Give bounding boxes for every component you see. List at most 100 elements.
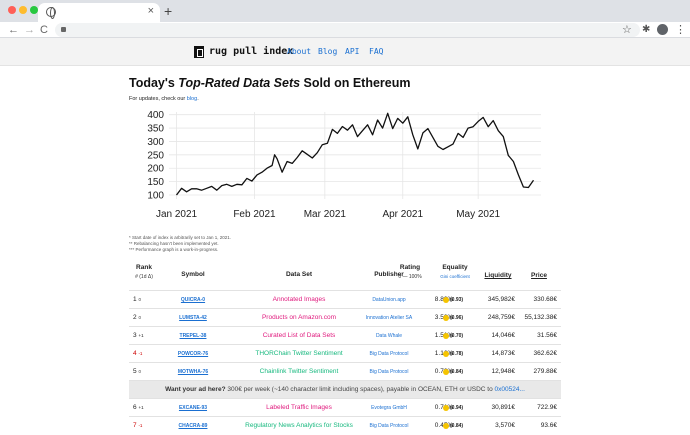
ad-banner: Want your ad here? 300€ per week (~140 c… xyxy=(129,380,561,398)
bookmark-star-icon[interactable]: ☆ xyxy=(622,24,632,36)
price-value: 330.68€ xyxy=(533,296,558,303)
nav-blog[interactable]: Blog xyxy=(318,47,338,56)
rank-number: 3 xyxy=(133,332,137,339)
rank-cell: 2 0 xyxy=(133,309,141,327)
dataset-link[interactable]: Chainlink Twitter Sentiment xyxy=(259,368,339,375)
dataset-link[interactable]: Products on Amazon.com xyxy=(261,314,337,321)
gini-value: (0.78) xyxy=(450,351,464,357)
gini-coefficient-link[interactable]: Gini coefficient xyxy=(440,274,470,279)
dataset-link[interactable]: THORChain Twitter Sentiment xyxy=(255,350,343,357)
tab-close-icon[interactable]: × xyxy=(147,5,154,17)
ad-address-link[interactable]: 0x00524... xyxy=(494,386,525,393)
rank-delta: +1 xyxy=(138,405,144,410)
rank-number: 7 xyxy=(133,422,137,429)
blog-link[interactable]: blog xyxy=(186,96,198,102)
maximize-window-button[interactable] xyxy=(30,6,38,14)
rank-delta: -1 xyxy=(138,351,143,356)
symbol-link[interactable]: EXCANE-93 xyxy=(178,405,208,411)
price-value: 279.88€ xyxy=(533,368,558,375)
address-bar[interactable] xyxy=(55,23,640,37)
title-prefix: Today's xyxy=(129,76,179,90)
price-value: 31.56€ xyxy=(537,332,557,339)
forward-arrow-icon[interactable]: → xyxy=(24,24,35,36)
new-tab-button[interactable]: + xyxy=(164,3,173,19)
publisher-link[interactable]: DataUnion.app xyxy=(372,297,406,303)
nav-about[interactable]: About xyxy=(287,47,312,56)
series-line xyxy=(175,112,535,196)
symbol-link[interactable]: LUMSTA-42 xyxy=(179,315,207,321)
chart-grid xyxy=(169,112,541,199)
y-tick-label: 350 xyxy=(147,124,164,135)
publisher-link[interactable]: Big Data Protocol xyxy=(369,423,409,429)
rank-number: 2 xyxy=(133,314,137,321)
rank-delta: 0 xyxy=(138,369,141,374)
smiley-face-icon xyxy=(443,404,449,411)
y-tick-label: 100 xyxy=(147,190,164,201)
browser-tab-strip: × + xyxy=(0,0,690,22)
title-suffix: Sold on Ethereum xyxy=(300,76,411,90)
publisher-link[interactable]: Big Data Protocol xyxy=(369,369,409,375)
updates-note: For updates, check our blog. xyxy=(129,96,199,102)
ad-text: 300€ per week (~140 character limit incl… xyxy=(225,386,495,393)
extensions-puzzle-icon[interactable]: ✱ xyxy=(642,24,651,35)
footnote-3: *** Performance graph is a work-in-progr… xyxy=(129,247,219,252)
symbol-link[interactable]: POWCOR-76 xyxy=(177,351,209,357)
price-value: 722.9€ xyxy=(537,404,557,411)
dataset-link[interactable]: Labeled Traffic Images xyxy=(266,404,332,411)
nav-api[interactable]: API xyxy=(345,47,360,56)
publisher-link[interactable]: Big Data Protocol xyxy=(369,351,409,357)
liquidity-value: 12,948€ xyxy=(491,368,516,375)
minimize-window-button[interactable] xyxy=(19,6,27,14)
header-rank: Rank # (1d Δ) xyxy=(131,264,157,280)
header-liquidity[interactable]: Liquidity xyxy=(484,272,512,279)
profile-avatar[interactable] xyxy=(657,24,668,35)
close-window-button[interactable] xyxy=(8,6,16,14)
publisher-link[interactable]: Data Whale xyxy=(375,333,403,339)
liquidity-value: 14,873€ xyxy=(491,350,516,357)
symbol-link[interactable]: QUICRA-0 xyxy=(180,297,206,303)
smiley-face-icon xyxy=(443,422,449,429)
smiley-face-icon xyxy=(443,314,449,321)
x-tick-label: Apr 2021 xyxy=(382,209,423,220)
publisher-link[interactable]: Evotegra GmbH xyxy=(371,405,407,411)
equality-cell: (0.70) xyxy=(443,327,483,345)
dataset-link[interactable]: Curated List of Data Sets xyxy=(262,332,336,339)
rank-delta: +1 xyxy=(138,333,144,338)
lock-icon xyxy=(61,27,66,32)
updates-text: For updates, check our xyxy=(129,96,187,102)
nav-faq[interactable]: FAQ xyxy=(369,47,384,56)
rank-number: 4 xyxy=(133,350,137,357)
symbol-link[interactable]: CHACRA-89 xyxy=(178,423,208,429)
publisher-link[interactable]: Innovation Atelier SA xyxy=(365,315,413,321)
back-arrow-icon[interactable]: ← xyxy=(8,24,19,36)
reload-icon[interactable]: C xyxy=(40,24,48,36)
rank-cell: 7 -1 xyxy=(133,417,142,435)
equality-cell: (0.96) xyxy=(443,309,483,327)
gini-value: (0.94) xyxy=(450,405,464,411)
rank-number: 6 xyxy=(133,404,137,411)
header-price[interactable]: Price xyxy=(531,272,547,279)
equality-cell: (0.94) xyxy=(443,399,483,417)
rank-delta: -1 xyxy=(138,423,143,428)
smiley-face-icon xyxy=(443,350,449,357)
y-tick-label: 300 xyxy=(147,137,164,148)
site-brand[interactable]: rug pull index xyxy=(209,46,294,57)
dataset-link[interactable]: Regulatory News Analytics for Stocks xyxy=(245,422,353,429)
browser-tab[interactable]: × xyxy=(38,3,160,22)
smiley-face-icon xyxy=(443,296,449,303)
rank-cell: 6 +1 xyxy=(133,399,144,417)
price-value: 362.62€ xyxy=(533,350,558,357)
gini-value: (0.84) xyxy=(450,369,464,375)
table-row: 2 0 LUMSTA-42 Products on Amazon.com Innova… xyxy=(129,308,561,326)
equality-cell: (0.84) xyxy=(443,417,483,435)
footnotes: * Start date of index is arbitrarily set… xyxy=(129,235,231,253)
symbol-link[interactable]: TREPEL-38 xyxy=(179,333,207,339)
gini-value: (0.96) xyxy=(450,315,464,321)
rank-cell: 4 -1 xyxy=(133,345,142,363)
symbol-link[interactable]: MOTWHA-76 xyxy=(177,369,209,375)
browser-toolbar: ← → C ☆ ✱ ⋮ xyxy=(0,22,690,38)
dataset-link[interactable]: Annotated Images xyxy=(272,296,326,303)
equality-cell: (0.93) xyxy=(443,291,483,309)
logo-icon[interactable] xyxy=(194,46,204,58)
browser-menu-icon[interactable]: ⋮ xyxy=(675,24,686,36)
